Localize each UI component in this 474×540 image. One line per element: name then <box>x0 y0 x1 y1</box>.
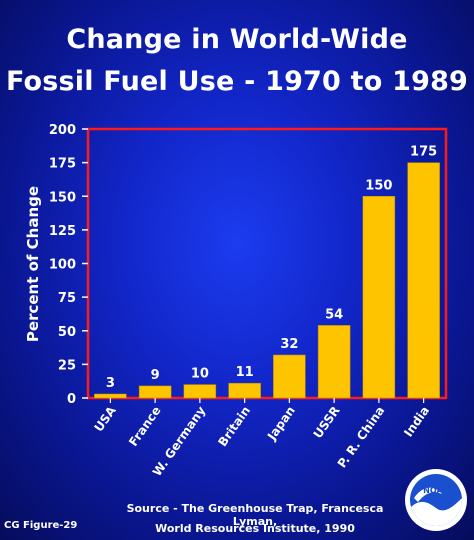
x-tick-label: Britain <box>215 404 253 449</box>
bar-p-r-china <box>362 196 396 399</box>
y-tick-label: 75 <box>58 291 76 306</box>
data-label: 54 <box>325 307 343 322</box>
y-tick-label: 100 <box>49 258 76 273</box>
source-line-2: World Resources Institute, 1990 <box>155 522 355 535</box>
y-tick-label: 175 <box>49 157 76 172</box>
noaa-logo-icon: NOAA <box>405 469 467 531</box>
bar-france <box>138 385 172 399</box>
x-tick-label: Japan <box>264 404 298 444</box>
data-label: 10 <box>191 367 209 382</box>
x-tick-label: USSR <box>311 404 343 441</box>
y-tick-label: 50 <box>58 325 76 340</box>
y-tick-label: 0 <box>67 392 76 407</box>
data-label: 150 <box>365 178 392 193</box>
y-axis-label: Percent of Change <box>24 186 42 342</box>
chart-title-line-1: Change in World-Wide <box>66 24 408 55</box>
chart-title-line-2: Fossil Fuel Use - 1970 to 1989 <box>5 66 469 97</box>
data-label: 9 <box>151 368 160 383</box>
bar-india <box>407 162 440 399</box>
figure-label: CG Figure-29 <box>4 520 78 531</box>
data-label: 11 <box>236 365 254 380</box>
x-tick-label: France <box>126 404 163 449</box>
y-tick-label: 200 <box>49 123 76 138</box>
x-tick-label: P. R. China <box>335 404 388 471</box>
bar-japan <box>273 354 306 399</box>
data-label: 3 <box>106 376 115 391</box>
y-tick-label: 25 <box>58 358 76 373</box>
logo-text: NOAA <box>423 486 449 495</box>
y-tick-label: 150 <box>49 190 76 205</box>
bar-ussr <box>317 325 351 399</box>
y-tick-label: 125 <box>49 224 76 239</box>
bar-britain <box>228 382 261 399</box>
bar-usa <box>94 393 127 399</box>
x-tick-label: India <box>401 404 432 440</box>
data-label: 175 <box>410 145 437 160</box>
bar-chart: Percent of Change 0 25 50 75 100 125 150 175 200… <box>24 123 448 471</box>
bar-w-germany <box>183 384 217 399</box>
data-label: 32 <box>280 337 298 352</box>
x-tick-label: USA <box>91 403 119 434</box>
source-line-1: Source - The Greenhouse Trap, Francesca … <box>126 502 384 528</box>
